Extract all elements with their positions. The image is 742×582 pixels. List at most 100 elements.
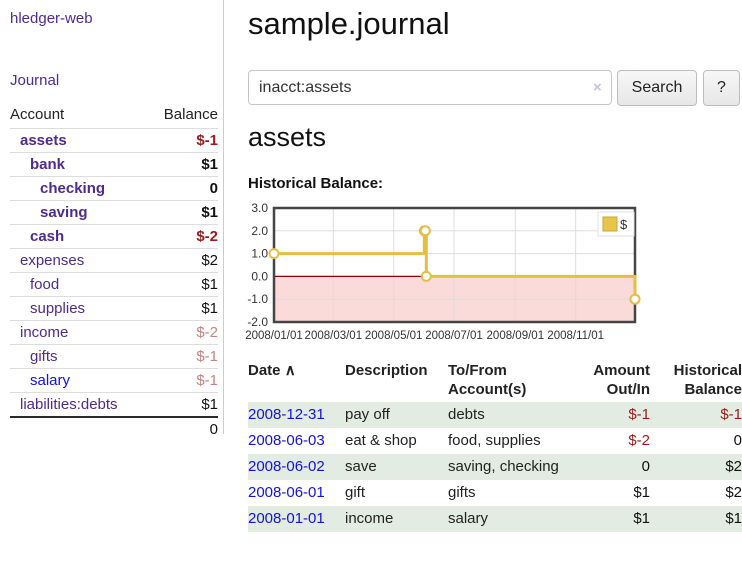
- transaction-accounts: saving, checking: [448, 458, 559, 475]
- register-row: 2008-06-02 save saving, checking 0 $2: [248, 454, 742, 480]
- page-title: sample.journal: [248, 6, 450, 41]
- accounts-total-row: 0: [10, 416, 218, 441]
- transaction-amount: 0: [641, 458, 650, 475]
- column-accounts: To/From Account(s): [448, 362, 527, 398]
- transaction-balance: $2: [725, 458, 742, 475]
- account-balance: $1: [148, 392, 218, 417]
- account-balance: $2: [148, 248, 218, 273]
- historical-balance-chart: 3.0 2.0 1.0 0.0 -1.0 -2.0 2008/01/01 2008/03/0…: [245, 201, 641, 342]
- account-link[interactable]: income: [20, 324, 69, 341]
- transaction-balance: $-1: [720, 406, 742, 423]
- account-link[interactable]: supplies: [30, 300, 86, 317]
- transaction-accounts: gifts: [448, 484, 476, 501]
- accounts-table: Account Balance assets $-1 bank $1 check…: [10, 103, 218, 441]
- account-link[interactable]: assets: [20, 132, 67, 149]
- account-link[interactable]: checking: [40, 180, 106, 197]
- account-row-saving: saving $1: [10, 200, 218, 225]
- transaction-accounts: debts: [448, 406, 485, 423]
- svg-text:-2.0: -2.0: [247, 315, 268, 329]
- register-row: 2008-06-03 eat & shop food, supplies $-2…: [248, 428, 742, 454]
- legend-swatch: [602, 216, 618, 232]
- account-row-checking: checking 0: [10, 176, 218, 201]
- y-axis-ticks: 3.0 2.0 1.0 0.0 -1.0 -2.0: [247, 201, 268, 329]
- svg-text:2008/09/01: 2008/09/01: [487, 330, 545, 342]
- account-balance: $-1: [148, 368, 218, 393]
- transaction-amount: $1: [633, 510, 650, 527]
- transaction-description: pay off: [345, 406, 390, 423]
- chart-title: Historical Balance:: [248, 175, 384, 192]
- account-balance: $1: [148, 272, 218, 297]
- transaction-balance: $2: [725, 484, 742, 501]
- transaction-description: eat & shop: [345, 432, 417, 449]
- account-link[interactable]: saving: [40, 204, 88, 221]
- register-row: 2008-12-31 pay off debts $-1 $-1: [248, 402, 742, 428]
- transaction-date-link[interactable]: 2008-01-01: [248, 510, 325, 527]
- account-heading: assets: [248, 122, 327, 152]
- svg-text:2008/07/01: 2008/07/01: [425, 330, 483, 342]
- account-row-supplies: supplies $1: [10, 296, 218, 321]
- account-link[interactable]: liabilities:debts: [20, 396, 118, 413]
- column-date[interactable]: Date ∧: [248, 362, 296, 379]
- search-button[interactable]: Search: [617, 70, 697, 106]
- search-input[interactable]: [248, 70, 612, 105]
- svg-text:2008/03/01: 2008/03/01: [305, 330, 363, 342]
- account-row-liabilities-debts: liabilities:debts $1: [10, 392, 218, 417]
- account-link[interactable]: cash: [30, 228, 65, 245]
- account-balance: $-2: [148, 320, 218, 345]
- account-link[interactable]: salary: [30, 372, 71, 389]
- data-point-markers: [268, 225, 641, 305]
- accounts-total: 0: [148, 416, 218, 441]
- sidebar: hledger-web Journal Account Balance asse…: [0, 0, 224, 441]
- chart-legend: $: [597, 211, 635, 237]
- transaction-date-link[interactable]: 2008-06-02: [248, 458, 325, 475]
- account-link[interactable]: gifts: [30, 348, 58, 365]
- transaction-amount: $-2: [628, 432, 650, 449]
- account-row-assets: assets $-1: [10, 128, 218, 153]
- column-balance: Historical Balance: [673, 362, 742, 398]
- transaction-description: income: [345, 510, 394, 527]
- account-balance: $-2: [148, 224, 218, 249]
- transaction-accounts: food, supplies: [448, 432, 541, 449]
- account-link[interactable]: food: [30, 276, 60, 293]
- column-description: Description: [345, 362, 428, 379]
- transaction-balance: $1: [725, 510, 742, 527]
- sort-asc-icon: ∧: [284, 362, 296, 379]
- svg-text:1.0: 1.0: [251, 247, 268, 261]
- account-balance: $-1: [148, 344, 218, 369]
- svg-text:2.0: 2.0: [251, 224, 268, 238]
- account-balance: $1: [148, 200, 218, 225]
- plot-border: [272, 206, 637, 324]
- transaction-amount: $1: [633, 484, 650, 501]
- svg-text:3.0: 3.0: [251, 201, 268, 215]
- brand-link[interactable]: hledger-web: [10, 10, 93, 27]
- accounts-column-balance: Balance: [163, 106, 218, 123]
- clear-search-icon[interactable]: ×: [593, 79, 602, 96]
- register-header-row: Date ∧ Description To/From Account(s) Am…: [248, 358, 742, 402]
- register-row: 2008-06-01 gift gifts $1 $2: [248, 480, 742, 506]
- svg-text:-1.0: -1.0: [247, 292, 268, 306]
- accounts-header-row: Account Balance: [10, 103, 218, 129]
- transaction-date-link[interactable]: 2008-06-01: [248, 484, 325, 501]
- account-row-cash: cash $-2: [10, 224, 218, 249]
- transaction-date-link[interactable]: 2008-12-31: [248, 406, 325, 423]
- account-row-bank: bank $1: [10, 152, 218, 177]
- account-link[interactable]: bank: [30, 156, 66, 173]
- sidebar-item-journal[interactable]: Journal: [10, 72, 60, 89]
- account-balance: $1: [148, 296, 218, 321]
- transaction-accounts: salary: [448, 510, 489, 527]
- legend-label: $: [620, 217, 628, 232]
- transaction-description: gift: [345, 484, 366, 501]
- transaction-date-link[interactable]: 2008-06-03: [248, 432, 325, 449]
- transaction-description: save: [345, 458, 377, 475]
- column-amount: Amount Out/In: [593, 362, 650, 398]
- account-link[interactable]: expenses: [20, 252, 85, 269]
- account-row-food: food $1: [10, 272, 218, 297]
- svg-text:2008/05/01: 2008/05/01: [365, 330, 423, 342]
- svg-text:2008/11/01: 2008/11/01: [547, 330, 604, 342]
- account-row-salary: salary $-1: [10, 368, 218, 393]
- account-balance: 0: [148, 176, 218, 201]
- register-row: 2008-01-01 income salary $1 $1: [248, 506, 742, 532]
- account-row-expenses: expenses $2: [10, 248, 218, 273]
- help-button[interactable]: ?: [703, 70, 740, 106]
- account-balance: $1: [148, 152, 218, 177]
